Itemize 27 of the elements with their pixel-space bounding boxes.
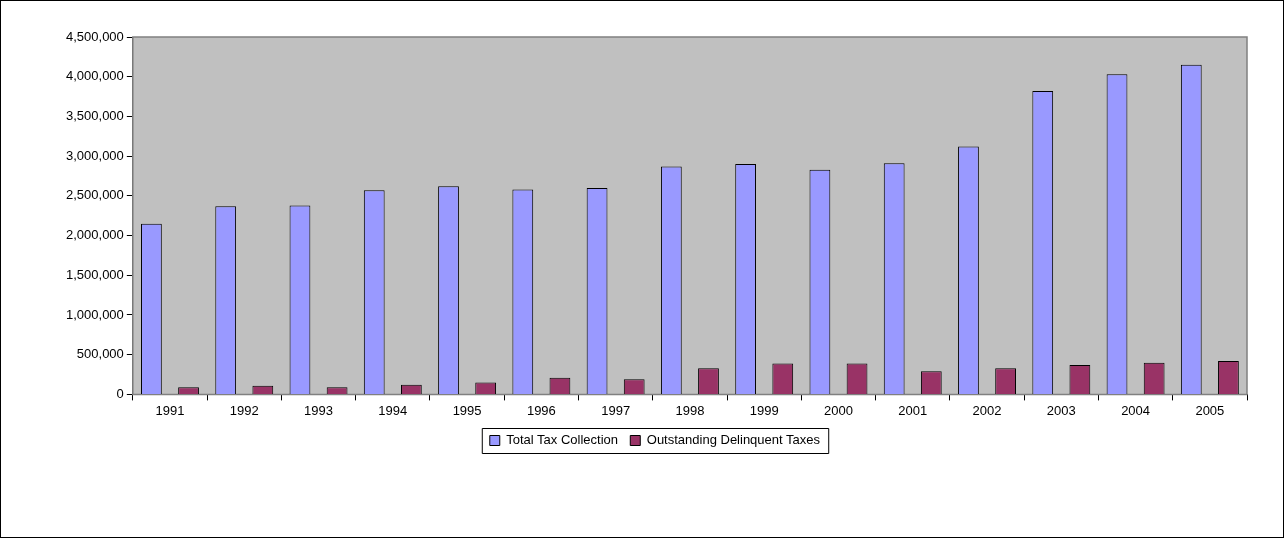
y-tick-label: 1,000,000 xyxy=(65,306,124,322)
x-tick-label: 1994 xyxy=(378,402,408,418)
x-tick-label: 2003 xyxy=(1046,402,1076,418)
x-tick-label: 1996 xyxy=(526,402,556,418)
legend-label: Total Tax Collection xyxy=(506,432,619,448)
legend-label: Outstanding Delinquent Taxes xyxy=(646,432,821,448)
x-tick-label: 2002 xyxy=(972,402,1002,418)
y-tick-label: 4,500,000 xyxy=(65,28,124,44)
y-tick-label: 3,500,000 xyxy=(65,108,124,123)
x-tick-label: 2004 xyxy=(1121,402,1151,418)
y-tick-label: 500,000 xyxy=(76,346,124,362)
x-tick-label: 1991 xyxy=(155,402,185,418)
x-tick-label: 2001 xyxy=(898,402,928,418)
y-tick-label: 2,500,000 xyxy=(65,187,124,203)
y-tick-label: 0 xyxy=(116,385,124,401)
x-tick-label: 2000 xyxy=(824,402,853,418)
x-tick-label: 1993 xyxy=(304,402,333,418)
x-tick-label: 1995 xyxy=(452,402,482,418)
x-tick-label: 1992 xyxy=(229,402,259,418)
x-tick-label: 1999 xyxy=(749,402,779,418)
x-tick-label: 1998 xyxy=(675,402,705,418)
y-tick-label: 3,000,000 xyxy=(65,147,124,163)
y-tick-label: 2,000,000 xyxy=(65,227,124,243)
x-tick-label: 2005 xyxy=(1195,402,1225,418)
y-tick-label: 1,500,000 xyxy=(65,266,124,282)
x-tick-label: 1997 xyxy=(601,402,631,418)
y-tick-label: 4,000,000 xyxy=(65,68,124,84)
